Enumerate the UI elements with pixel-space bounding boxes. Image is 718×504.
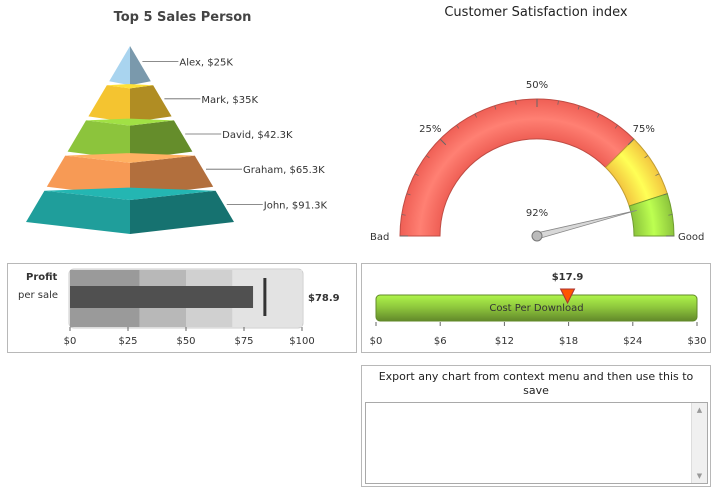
bullet-subtitle: per sale	[18, 290, 58, 301]
pyramid-segment-top	[86, 118, 174, 126]
pyramid-segment-top	[44, 187, 216, 201]
gauge-tick	[439, 138, 447, 146]
gauge-tick	[614, 124, 618, 129]
bullet-title: Profit	[26, 272, 58, 283]
gauge-tick-label: 25%	[419, 124, 441, 135]
gauge-tick	[406, 193, 411, 196]
bullet-tick-label: $0	[64, 336, 77, 347]
gauge-max-label: Good	[678, 232, 704, 243]
gauge-band	[628, 193, 675, 237]
gauge-pivot	[531, 230, 543, 242]
pyramid-segment	[67, 120, 130, 160]
export-textarea[interactable]: ▲ ▼	[365, 402, 708, 484]
pyramid-title: Top 5 Sales Person	[113, 10, 252, 25]
gauge-tick	[474, 113, 477, 118]
linear-gauge-tick-label: $30	[687, 336, 706, 347]
gauge-tick	[494, 105, 497, 110]
linear-gauge-tick-label: $24	[623, 336, 642, 347]
pyramid-data-label: Graham, $65.3K	[243, 165, 325, 176]
pyramid-chart: Alex, $25K Mark, $35K David, $42.3K Graham,…	[26, 46, 328, 234]
gauge-tick	[401, 214, 406, 216]
linear-gauge: Cost Per Download $17.9 $0 $6 $12 $18 $24 $30	[370, 272, 707, 347]
gauge-tick	[663, 193, 668, 196]
pyramid-segment-side	[130, 46, 151, 86]
gauge-tick	[577, 105, 580, 110]
linear-gauge-pointer	[559, 288, 576, 305]
gauge-band	[399, 98, 635, 237]
linear-gauge-value-label: $17.9	[552, 272, 584, 283]
pyramid-segment	[26, 190, 130, 234]
gauge-tick-label: 50%	[526, 80, 548, 91]
bullet-target-marker	[263, 278, 267, 316]
linear-gauge-bar	[375, 294, 698, 322]
gauge-tick	[414, 173, 419, 176]
pyramid-segment-side	[130, 155, 214, 197]
gauge-tick	[515, 100, 517, 105]
bullet-tick-label: $100	[289, 336, 314, 347]
pyramid-segment	[88, 85, 130, 123]
textarea-scrollbar[interactable]: ▲ ▼	[691, 403, 707, 483]
pyramid-data-label: David, $42.3K	[222, 130, 293, 141]
gauge-tick	[644, 155, 649, 159]
linear-gauge-tick-label: $6	[434, 336, 447, 347]
scroll-down-icon[interactable]: ▼	[696, 472, 703, 480]
scroll-up-icon[interactable]: ▲	[696, 406, 703, 414]
pyramid-data-label: John, $91.3K	[263, 200, 328, 211]
export-message: Export any chart from context menu and t…	[378, 370, 694, 397]
gauge-min-label: Bad	[370, 232, 389, 243]
pyramid-segment-side	[130, 190, 234, 234]
gauge-tick	[668, 214, 673, 216]
pyramid-segment-side	[130, 85, 172, 123]
angular-gauge: 25% 50% 75% Bad Good 92%	[370, 80, 704, 243]
bullet-value-bar	[70, 286, 254, 308]
bullet-tick-label: $25	[118, 336, 137, 347]
gauge-tick	[597, 113, 600, 118]
gauge-title: Customer Satisfaction index	[444, 5, 628, 20]
linear-gauge-title: Cost Per Download	[489, 303, 583, 314]
gauge-value-label: 92%	[526, 208, 548, 219]
gauge-tick	[425, 155, 430, 159]
linear-gauge-tick-label: $18	[559, 336, 578, 347]
linear-gauge-panel: Cost Per Download $17.9 $0 $6 $12 $18 $24 $30	[361, 263, 711, 353]
gauge-tick	[557, 100, 559, 105]
pyramid-data-label: Alex, $25K	[179, 58, 233, 69]
bullet-chart: Profit per sale $78.9 $0 $25 $50 $75 $100	[18, 268, 340, 347]
bullet-panel: Profit per sale $78.9 $0 $25 $50 $75 $100	[7, 263, 357, 353]
pyramid-segment	[109, 46, 130, 86]
export-panel: Export any chart from context menu and t…	[361, 365, 711, 487]
gauge-tick	[655, 173, 660, 176]
pyramid-segment	[46, 155, 130, 197]
gauge-tick	[627, 138, 635, 146]
gauge-tick	[456, 124, 460, 129]
gauge-tick-label: 75%	[633, 124, 655, 135]
pyramid-data-label: Mark, $35K	[201, 95, 258, 106]
gauge-needle	[535, 209, 637, 240]
bullet-tick-label: $75	[234, 336, 253, 347]
linear-gauge-tick-label: $0	[370, 336, 383, 347]
bullet-tick-label: $50	[176, 336, 195, 347]
bullet-value-label: $78.9	[308, 293, 340, 304]
pyramid-segment-side	[130, 120, 193, 160]
pyramid-segment-top	[65, 153, 195, 163]
pyramid-segment-top	[106, 84, 154, 89]
linear-gauge-tick-label: $12	[495, 336, 514, 347]
